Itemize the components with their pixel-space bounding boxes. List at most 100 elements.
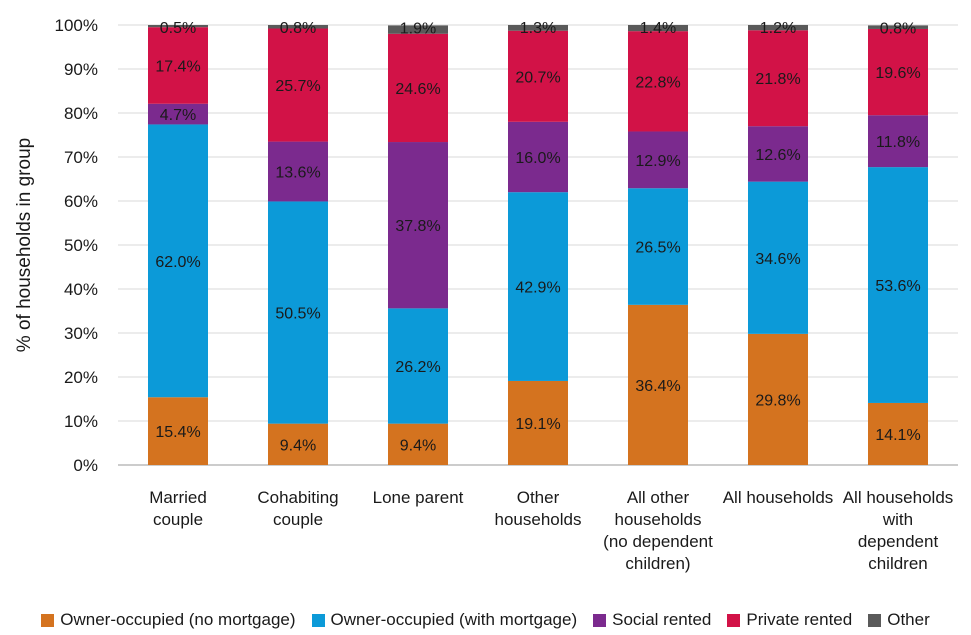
data-label: 0.5%: [160, 20, 196, 37]
bar-segment: [868, 25, 928, 29]
bar-segment: [628, 131, 688, 189]
bar-segment: [628, 304, 688, 465]
bar-segment: [148, 103, 208, 125]
x-category-label: All households with dependent children: [843, 488, 954, 573]
y-tick-label: 70%: [64, 148, 98, 167]
x-category-label: Lone parent: [373, 488, 464, 507]
bar-segment: [868, 167, 928, 403]
bar-segment: [508, 380, 568, 465]
data-label: 0.8%: [880, 20, 916, 37]
data-label: 20.7%: [515, 69, 560, 86]
bar-segment: [388, 142, 448, 309]
bar-segment: [868, 115, 928, 168]
bar-segment: [388, 33, 448, 143]
bars: [148, 25, 928, 465]
legend-item: Social rented: [593, 610, 711, 630]
bar-segment: [508, 30, 568, 122]
x-category-label: All households: [723, 488, 834, 507]
bar-segment: [868, 402, 928, 465]
legend-item: Owner-occupied (no mortgage): [41, 610, 296, 630]
bar-segment: [868, 28, 928, 116]
legend: Owner-occupied (no mortgage) Owner-occupi…: [0, 606, 971, 634]
legend-item: Owner-occupied (with mortgage): [311, 610, 578, 630]
data-label: 37.8%: [395, 218, 440, 235]
data-label: 26.5%: [635, 240, 680, 257]
legend-item: Private rented: [727, 610, 852, 630]
bar-segment: [628, 25, 688, 32]
x-category-label: Married couple: [149, 488, 207, 529]
bar-segment: [148, 124, 208, 398]
bar-segment: [628, 188, 688, 305]
y-tick-label: 50%: [64, 236, 98, 255]
y-tick-label: 0%: [73, 456, 98, 475]
data-label: 62.0%: [155, 254, 200, 271]
bar-segment: [508, 121, 568, 193]
bar-segment: [268, 25, 328, 29]
data-label: 4.7%: [160, 107, 196, 124]
data-label: 34.6%: [755, 251, 800, 268]
data-label: 11.8%: [876, 134, 920, 151]
y-tick-label: 60%: [64, 192, 98, 211]
y-tick-label: 40%: [64, 280, 98, 299]
x-axis-categories: Married couple Cohabiting couple Lone parent…: [149, 488, 953, 573]
data-label: 19.6%: [875, 65, 920, 82]
legend-swatch: [311, 613, 325, 627]
bar-segment: [268, 141, 328, 202]
y-tick-label: 80%: [64, 104, 98, 123]
bar-segment: [508, 192, 568, 381]
bar-segment: [508, 25, 568, 31]
y-tick-label: 20%: [64, 368, 98, 387]
y-tick-label: 10%: [64, 412, 98, 431]
data-label: 26.2%: [395, 359, 440, 376]
data-label: 22.8%: [635, 74, 680, 91]
data-label: 24.6%: [395, 81, 440, 98]
data-label: 0.8%: [280, 20, 316, 37]
data-label: 21.8%: [755, 71, 800, 88]
legend-swatch: [868, 613, 882, 627]
data-label: 1.2%: [760, 20, 796, 37]
y-axis-ticks: 0% 10% 20% 30% 40% 50% 60% 70% 80% 90% 100%: [55, 16, 98, 475]
bar-segment: [268, 28, 328, 142]
bar-segment: [748, 181, 808, 334]
y-tick-label: 90%: [64, 60, 98, 79]
data-label: 29.8%: [755, 392, 800, 409]
data-label: 17.4%: [155, 58, 200, 75]
x-category-label: All other households (no dependent children…: [603, 488, 713, 573]
bar-segment: [748, 126, 808, 182]
data-label: 1.4%: [640, 20, 676, 37]
bar-segment: [388, 25, 448, 34]
data-label: 1.3%: [520, 20, 556, 37]
y-tick-label: 30%: [64, 324, 98, 343]
data-label: 16.0%: [515, 150, 560, 167]
legend-swatch: [41, 613, 55, 627]
y-tick-label: 100%: [55, 16, 98, 35]
legend-item: Other: [868, 610, 930, 630]
legend-label: Owner-occupied (no mortgage): [60, 610, 296, 629]
bar-segment: [148, 27, 208, 104]
data-label: 19.1%: [515, 416, 560, 433]
bar-segment: [748, 25, 808, 31]
legend-label: Social rented: [612, 610, 712, 629]
data-label: 12.6%: [755, 147, 800, 164]
legend-swatch: [727, 613, 741, 627]
bar-segment: [268, 423, 328, 465]
x-category-label: Other households: [495, 488, 582, 529]
data-label: 12.9%: [635, 153, 680, 170]
data-label: 14.1%: [875, 427, 920, 444]
legend-label: Other: [887, 610, 930, 629]
bar-segment: [748, 333, 808, 465]
bar-segment: [148, 25, 208, 28]
bar-segment: [748, 30, 808, 127]
data-label: 50.5%: [275, 306, 320, 323]
bar-segment: [388, 308, 448, 424]
legend-swatch: [593, 613, 607, 627]
data-label: 9.4%: [280, 437, 316, 454]
bar-segment: [388, 423, 448, 465]
legend-label: Owner-occupied (with mortgage): [330, 610, 578, 629]
bar-segment: [628, 31, 688, 132]
x-category-label: Cohabiting couple: [257, 488, 338, 529]
bar-segment: [148, 397, 208, 465]
data-label: 13.6%: [275, 165, 320, 182]
data-label: 53.6%: [875, 278, 920, 295]
data-label: 9.4%: [400, 437, 436, 454]
